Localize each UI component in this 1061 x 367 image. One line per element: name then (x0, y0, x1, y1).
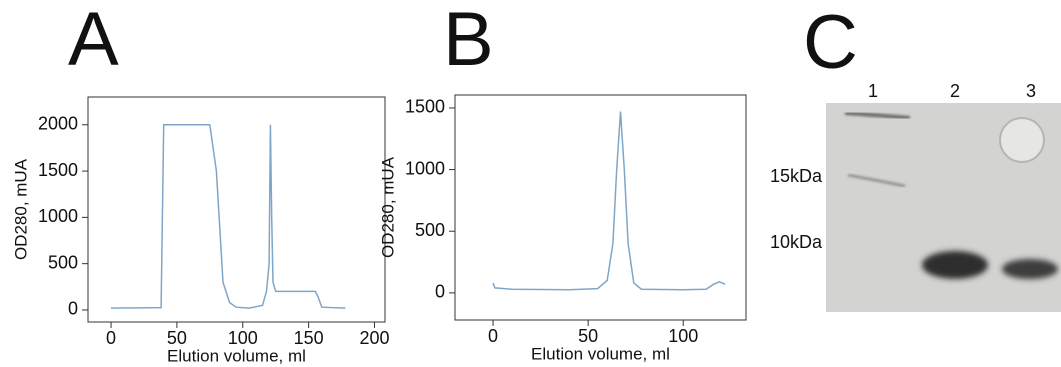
y-tick-label: 1000 (405, 158, 445, 178)
data-line (493, 112, 725, 290)
x-tick-label: 100 (228, 328, 258, 348)
marker-label: 10kDa (770, 232, 823, 252)
x-tick-label: 0 (106, 328, 116, 348)
y-tick-label: 1500 (405, 97, 445, 117)
panel-label: B (443, 0, 494, 82)
gel-panel: C 1 2 3 15kDa 10kDa (770, 0, 1061, 312)
x-tick-label: 100 (668, 326, 698, 346)
data-line (111, 125, 346, 308)
marker-label: 15kDa (770, 166, 823, 186)
x-axis-label: Elution volume, ml (167, 346, 306, 365)
y-tick-label: 500 (415, 220, 445, 240)
y-axis-label: OD280, mUA (11, 158, 30, 260)
lane-label: 2 (950, 81, 960, 101)
plot-frame (88, 97, 385, 322)
gel-bubble (1000, 118, 1044, 162)
gel-band (922, 251, 988, 279)
lane-label: 3 (1026, 81, 1036, 101)
x-tick-label: 0 (488, 326, 498, 346)
x-tick-label: 200 (359, 328, 389, 348)
y-tick-label: 0 (435, 282, 445, 302)
y-tick-label: 0 (68, 299, 78, 319)
x-tick-label: 50 (167, 328, 187, 348)
x-tick-label: 50 (578, 326, 598, 346)
gel-band (1002, 259, 1058, 279)
y-axis-label: OD280, mUA (378, 156, 397, 258)
figure: C 1 2 3 15kDa 10kDa A0501001502000500100… (0, 0, 1061, 367)
panel-label: C (803, 0, 858, 85)
y-tick-label: 1000 (38, 206, 78, 226)
x-tick-label: 150 (294, 328, 324, 348)
y-tick-label: 2000 (38, 114, 78, 134)
x-axis-label: Elution volume, ml (531, 344, 670, 363)
panel-label: A (68, 0, 119, 82)
y-tick-label: 1500 (38, 160, 78, 180)
y-tick-label: 500 (48, 252, 78, 272)
lane-label: 1 (868, 81, 878, 101)
